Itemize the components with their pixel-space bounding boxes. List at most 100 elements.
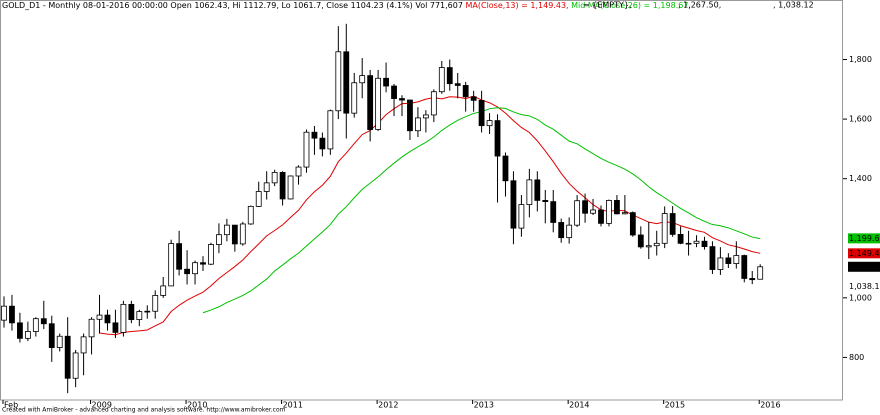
candle-body [749,278,756,281]
candle-body [279,172,286,200]
candle-body [287,175,294,200]
candle-body [446,67,453,85]
y-tick-label: 1,400 [849,174,872,183]
candle-body [621,212,628,215]
candle-body [208,244,214,265]
x-tick-label: 2009 [92,401,112,410]
candle-body [470,96,477,101]
value-label: 1,038.12 [849,282,880,291]
x-tick-label: Feb [4,401,18,410]
value-label-box [848,233,880,244]
y-tick-label: 800 [849,353,864,362]
candle-body [391,85,397,99]
header-segment: Mid MA(Close,26) = 1,198.67, [571,1,691,10]
candle-body [9,305,15,324]
candle-body [438,67,445,93]
candle-body [168,243,175,287]
candle-body [526,179,533,205]
candle-body [17,322,23,339]
candle-body [184,268,190,275]
candle-body [104,314,111,324]
value-label: 1,149.43 [849,249,880,258]
candle-body [32,318,39,332]
candle-body [160,285,167,296]
candle-body [614,200,620,215]
candle-body [80,336,87,354]
candle-body [725,257,732,264]
value-label: 1,199.67 [849,234,880,243]
header-segment: MA(Close,13) = 1,149.43, [465,1,571,10]
candle-body [629,212,636,236]
candle-body [430,91,437,116]
x-tick-label: 2014 [569,401,589,410]
candle-body [422,114,429,119]
x-tick-label: 2013 [474,401,494,410]
candle-body [566,224,573,239]
candle-body [239,223,246,245]
candle-body [192,262,198,275]
candle-body [574,200,581,226]
candle-body [637,234,644,248]
candle-body [598,209,604,224]
candle-body [247,205,254,225]
header-segment: = {EMPTY}, [583,1,632,10]
x-tick-label: 2015 [665,401,685,410]
candle-body [510,180,517,229]
x-tick-label: 2010 [187,401,207,410]
x-tick-label: 2011 [283,401,303,410]
candle-body [661,213,668,244]
candle-body [359,75,366,84]
candle-body [717,257,724,270]
candle-body [669,213,676,235]
candle-body [741,255,748,279]
candle-body [64,335,71,379]
candle-body [255,191,262,207]
candle-body [709,246,716,270]
candle-body [606,200,612,224]
candle-body [335,51,342,112]
value-label-box [848,248,880,259]
candle-body [152,295,159,312]
candle-body [407,99,413,132]
candle-body [399,98,405,101]
candle-body [677,233,684,244]
y-tick-label: 1,800 [849,55,872,64]
candle-body [383,77,389,87]
candle-body [757,266,764,280]
candle-body [343,51,350,114]
candle-body [462,85,469,98]
candle-body [502,155,509,182]
candle-body [454,83,461,86]
candle-body [733,255,740,264]
candle-body [542,200,549,203]
header-segment: GOLD_D1 - Monthly 08-01-2016 00:00:00 Op… [2,1,465,10]
candle-body [590,209,596,214]
candle-body [120,303,127,333]
candle-body [494,120,501,157]
candle-body [136,311,143,320]
candle-body [311,131,318,139]
candle-body [558,222,565,239]
candle-body [88,318,95,338]
moving-average-line [99,95,761,336]
candle-body [645,245,652,248]
candle-body [1,305,7,321]
candle-body [375,77,382,130]
candle-body [653,242,660,247]
candle-body [319,137,326,150]
candle-body [550,201,557,223]
header-line: GOLD_D1 - Monthly 08-01-2016 00:00:00 Op… [2,1,691,10]
candle-body [271,172,278,184]
x-tick-label: 2016 [760,401,780,410]
candle-body [351,82,358,114]
plot-frame [0,0,843,401]
value-label: 1,104.23 [849,262,880,271]
candle-body [72,352,79,379]
candle-body [144,310,151,313]
candle-body [327,110,334,150]
candle-body [486,120,493,127]
candle-body [534,179,541,201]
candle-body [701,240,708,247]
candle-body [128,303,135,320]
candle-body [48,323,55,348]
